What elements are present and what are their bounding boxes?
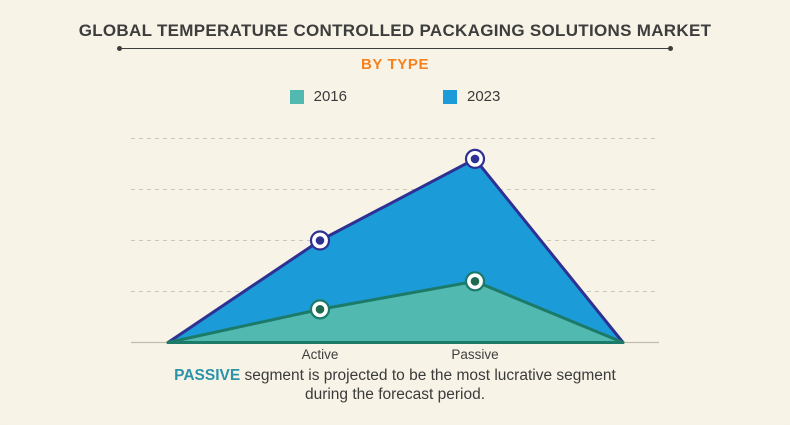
footnote-line2: during the forecast period. bbox=[304, 386, 486, 404]
legend-label-2016: 2016 bbox=[313, 88, 347, 105]
footnote-highlight: PASSIVE bbox=[174, 367, 241, 384]
legend-label-2023: 2023 bbox=[467, 88, 501, 105]
legend-swatch-2023 bbox=[443, 89, 457, 104]
chart-subtitle: BY TYPE bbox=[360, 56, 430, 73]
legend-swatch-2016 bbox=[289, 89, 304, 104]
footnote: PASSIVE segment is projected to be the m… bbox=[0, 366, 790, 404]
x-axis-label-active: Active bbox=[301, 347, 339, 362]
legend-item-2023: 2023 bbox=[443, 88, 500, 105]
divider-dot-right bbox=[668, 46, 673, 51]
footnote-line1: PASSIVE segment is projected to be the m… bbox=[0, 366, 790, 385]
title-divider bbox=[117, 46, 673, 51]
divider-line bbox=[122, 48, 668, 49]
x-axis-label-passive: Passive bbox=[451, 347, 499, 362]
divider-dot-left bbox=[117, 46, 122, 51]
page-title: GLOBAL TEMPERATURE CONTROLLED PACKAGING … bbox=[78, 21, 712, 40]
legend-item-2016: 2016 bbox=[289, 88, 347, 105]
chart-legend: 2016 2023 bbox=[0, 88, 790, 105]
footnote-line1-text: segment is projected to be the most lucr… bbox=[240, 367, 616, 384]
